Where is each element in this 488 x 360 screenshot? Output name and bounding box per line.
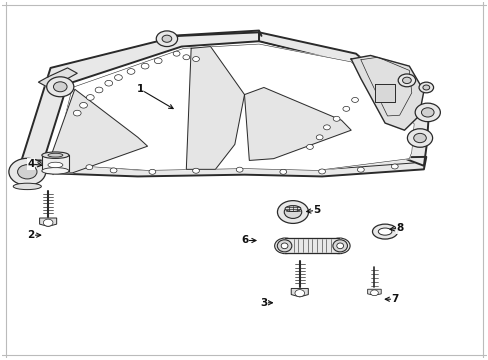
Circle shape [173, 51, 180, 56]
Circle shape [397, 74, 415, 87]
Circle shape [390, 164, 397, 169]
Text: 4: 4 [27, 159, 41, 169]
Circle shape [421, 108, 433, 117]
Circle shape [316, 135, 323, 140]
Text: 8: 8 [389, 223, 403, 233]
Circle shape [110, 168, 117, 173]
Circle shape [9, 158, 45, 185]
Circle shape [141, 63, 149, 69]
Text: 7: 7 [385, 294, 398, 304]
Polygon shape [244, 87, 350, 161]
Circle shape [407, 129, 432, 147]
Text: 6: 6 [241, 235, 256, 246]
Polygon shape [291, 288, 307, 297]
Polygon shape [42, 155, 69, 171]
Circle shape [402, 77, 410, 84]
Ellipse shape [281, 243, 287, 249]
Circle shape [284, 206, 301, 219]
Circle shape [414, 103, 440, 122]
Circle shape [413, 134, 426, 143]
Ellipse shape [274, 238, 295, 254]
Polygon shape [39, 68, 77, 87]
Circle shape [183, 55, 189, 60]
Polygon shape [21, 157, 426, 176]
Ellipse shape [42, 168, 69, 174]
Circle shape [73, 110, 81, 116]
Ellipse shape [336, 243, 343, 249]
Ellipse shape [13, 183, 41, 190]
Circle shape [127, 69, 135, 74]
Ellipse shape [332, 240, 347, 252]
Circle shape [294, 290, 304, 297]
Circle shape [332, 116, 339, 121]
Circle shape [279, 169, 286, 174]
Circle shape [306, 144, 313, 149]
Circle shape [318, 169, 325, 174]
Ellipse shape [372, 224, 397, 239]
Circle shape [53, 82, 67, 92]
Text: 3: 3 [260, 298, 272, 308]
Circle shape [422, 85, 429, 90]
Polygon shape [285, 238, 339, 253]
Circle shape [149, 169, 156, 174]
Polygon shape [21, 32, 259, 169]
Ellipse shape [48, 153, 63, 157]
Circle shape [236, 167, 243, 172]
Polygon shape [350, 55, 423, 130]
Ellipse shape [42, 152, 69, 158]
Circle shape [18, 165, 37, 179]
Polygon shape [186, 46, 244, 169]
Circle shape [154, 58, 162, 64]
Circle shape [156, 31, 177, 46]
Circle shape [80, 103, 87, 108]
Ellipse shape [285, 206, 300, 211]
Text: 1: 1 [136, 84, 173, 109]
Circle shape [86, 165, 93, 170]
Polygon shape [48, 89, 147, 173]
Circle shape [162, 35, 171, 42]
Circle shape [114, 75, 122, 80]
Circle shape [192, 57, 199, 62]
Polygon shape [53, 44, 413, 170]
Circle shape [370, 290, 378, 296]
Circle shape [86, 95, 94, 100]
Text: 5: 5 [306, 205, 320, 215]
Circle shape [192, 168, 199, 173]
Circle shape [277, 201, 308, 224]
Ellipse shape [277, 240, 291, 252]
Circle shape [104, 80, 112, 86]
Ellipse shape [378, 228, 391, 235]
Circle shape [95, 87, 102, 93]
Ellipse shape [48, 162, 63, 168]
Polygon shape [367, 289, 381, 295]
Ellipse shape [328, 238, 349, 254]
Text: 2: 2 [27, 230, 41, 240]
Circle shape [418, 82, 433, 93]
Circle shape [323, 125, 329, 130]
Circle shape [351, 98, 358, 103]
Circle shape [357, 167, 364, 172]
Polygon shape [259, 32, 428, 166]
Circle shape [43, 219, 53, 226]
Polygon shape [375, 84, 394, 102]
Circle shape [46, 77, 74, 97]
Polygon shape [40, 218, 57, 226]
Circle shape [342, 106, 349, 111]
